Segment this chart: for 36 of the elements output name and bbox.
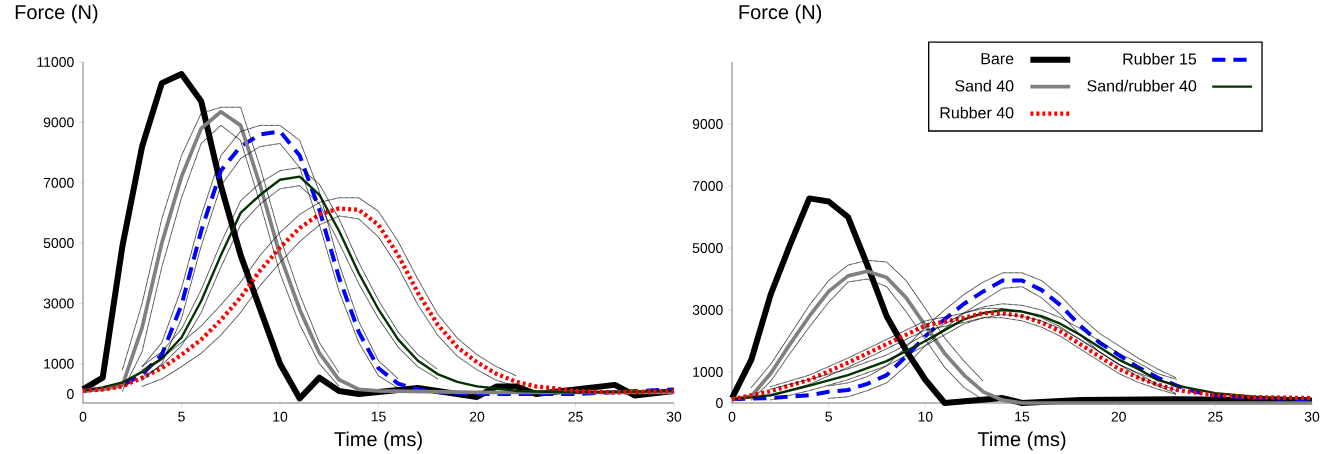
- x-tick-label: 30: [666, 411, 682, 422]
- y-axis-title: Force (N): [739, 4, 822, 24]
- x-axis-title: Time (ms): [334, 431, 422, 451]
- y-tick-label: 9000: [43, 117, 74, 128]
- y-tick-label: 5000: [43, 238, 74, 249]
- y-tick-label: 1000: [693, 367, 723, 377]
- x-tick-label: 15: [371, 411, 386, 422]
- x-tick-label: 20: [469, 411, 485, 422]
- y-tick-label: 9000: [692, 119, 723, 129]
- y-tick-label: 11000: [37, 57, 74, 67]
- y-tick-label: 3000: [43, 298, 74, 309]
- x-tick-label: 5: [178, 411, 185, 422]
- y-axis-title: Force (N): [15, 4, 98, 24]
- x-tick-label: 20: [1111, 411, 1126, 422]
- x-tick-label: 10: [918, 411, 933, 422]
- y-tick-label: 7000: [43, 177, 74, 188]
- y-tick-label: 0: [67, 389, 74, 399]
- x-tick-label: 25: [568, 411, 583, 422]
- legend-label: Sand 40: [955, 79, 1014, 92]
- x-tick-label: 0: [79, 411, 87, 422]
- legend-label: Rubber 15: [1123, 52, 1197, 65]
- legend-label: Rubber 40: [940, 106, 1014, 119]
- y-tick-label: 5000: [692, 243, 723, 253]
- y-tick-label: 1000: [44, 358, 74, 369]
- y-tick-label: 3000: [692, 305, 723, 315]
- x-tick-label: 5: [825, 411, 832, 422]
- y-tick-label: 7000: [692, 181, 723, 191]
- x-axis-title: Time (ms): [977, 431, 1066, 451]
- x-tick-label: 10: [273, 411, 288, 422]
- legend-label: Sand/rubber 40: [1087, 79, 1197, 92]
- y-tick-label: 0: [716, 398, 723, 408]
- x-tick-label: 15: [1015, 411, 1030, 422]
- x-tick-label: 25: [1208, 411, 1223, 422]
- legend-label: Bare: [981, 53, 1014, 65]
- x-tick-label: 30: [1304, 411, 1320, 422]
- x-tick-label: 0: [728, 411, 736, 422]
